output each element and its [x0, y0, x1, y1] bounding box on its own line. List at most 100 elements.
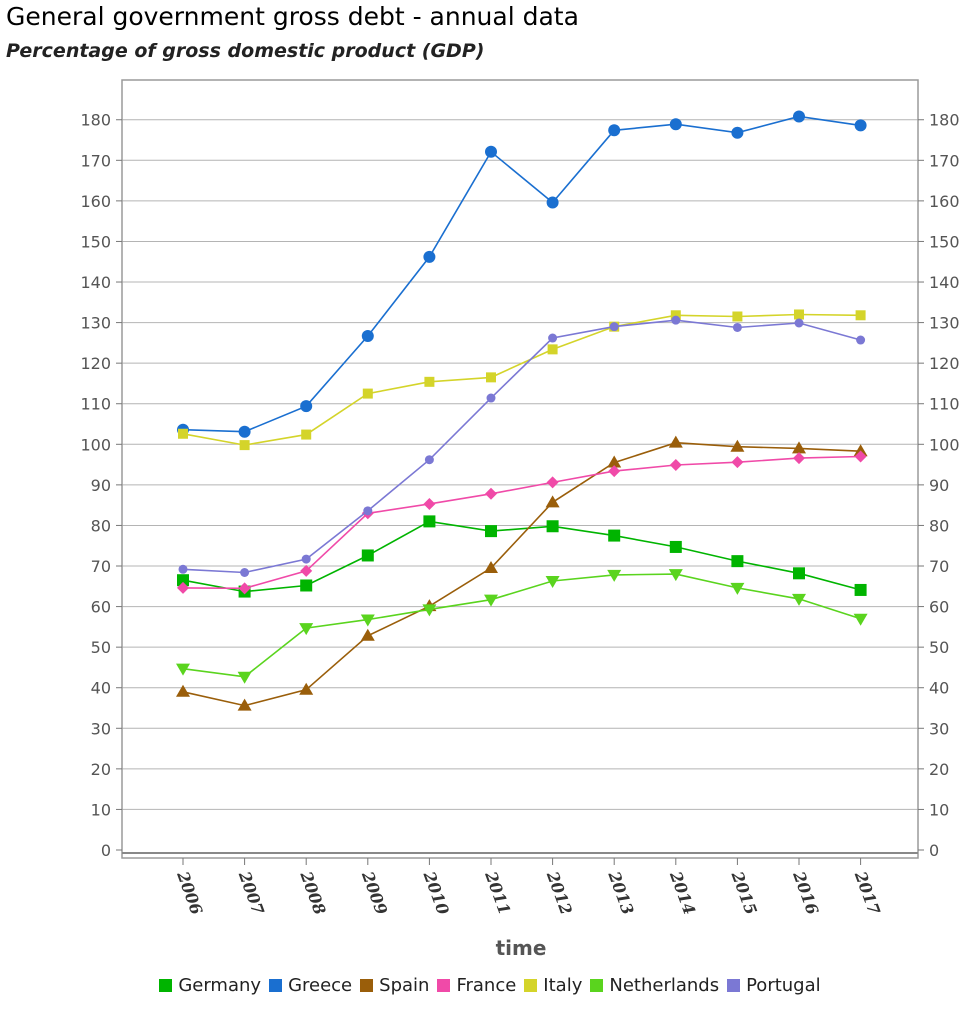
italy-point	[424, 376, 435, 387]
series-france	[177, 450, 867, 595]
x-tick-label: 2015	[727, 868, 760, 917]
netherlands-point	[484, 594, 498, 607]
y-tick-label-right: 90	[929, 476, 949, 495]
spain-point	[484, 561, 498, 574]
y-tick-label: 140	[80, 273, 111, 292]
spain-point	[792, 441, 806, 454]
y-tick-label-right: 20	[929, 760, 949, 779]
legend-label: Germany	[178, 975, 262, 996]
plot-frame	[121, 79, 919, 859]
portugal-point	[363, 506, 373, 516]
italy-point	[670, 310, 681, 321]
netherlands-point	[360, 614, 375, 627]
germany-point	[608, 529, 621, 542]
netherlands-point	[668, 569, 683, 582]
y-tick-label-right: 0	[929, 841, 939, 860]
y-tick-label-right: 80	[929, 516, 949, 535]
france-point	[669, 458, 682, 471]
spain-point	[668, 435, 683, 448]
legend-item-italy: Italy	[524, 975, 582, 996]
y-tick-label: 40	[91, 679, 111, 698]
greece-point	[608, 124, 621, 137]
y-tick-label-right: 170	[929, 151, 960, 170]
italy-point	[301, 429, 312, 440]
series-portugal	[178, 315, 866, 578]
series-spain	[176, 435, 868, 711]
series-line-spain	[182, 441, 861, 707]
greece-point	[793, 110, 805, 123]
series	[176, 110, 868, 711]
portugal-point	[424, 455, 434, 465]
y-tick-label: 30	[91, 719, 111, 738]
legend-label: Spain	[379, 975, 430, 996]
y-tick-label: 120	[80, 354, 111, 373]
series-line-portugal	[182, 319, 861, 574]
italy-point	[547, 344, 558, 355]
netherlands-point	[792, 593, 806, 606]
greece-point	[546, 196, 559, 209]
portugal-point	[548, 333, 558, 343]
portugal-point	[609, 322, 619, 332]
legend-label: Greece	[288, 975, 353, 996]
italy-point	[239, 440, 250, 451]
portugal-point	[486, 393, 496, 403]
series-netherlands	[176, 569, 868, 684]
y-tick-label-right: 110	[929, 395, 960, 414]
y-tick-label: 170	[80, 151, 111, 170]
y-tick-label-right: 30	[929, 719, 949, 738]
y-tick-label-right: 70	[929, 557, 949, 576]
legend-label: Italy	[543, 975, 583, 996]
greece-point	[238, 425, 251, 438]
legend-item-portugal: Portugal	[727, 975, 821, 996]
legend-item-germany: Germany	[159, 975, 261, 996]
series-line-greece	[182, 115, 861, 433]
legend-label: France	[456, 975, 517, 996]
y-tick-label: 60	[91, 598, 111, 617]
france-point	[177, 581, 189, 594]
y-tick-label-right: 130	[929, 314, 960, 333]
germany-point	[731, 555, 744, 568]
y-tick-label-right: 140	[929, 273, 960, 292]
netherlands-point	[853, 613, 868, 626]
greece-point	[361, 329, 374, 342]
legend-item-spain: Spain	[360, 975, 429, 996]
greece-point	[300, 400, 313, 413]
series-line-germany	[182, 520, 861, 593]
x-axis-label: time	[496, 936, 547, 960]
y-tick-label-right: 120	[929, 354, 960, 373]
portugal-point	[732, 322, 742, 332]
grid-lines	[122, 119, 918, 810]
legend-swatch	[269, 979, 283, 992]
legend-label: Portugal	[746, 975, 821, 996]
greece-point	[485, 145, 497, 158]
netherlands-point	[607, 569, 622, 582]
italy-point	[794, 309, 804, 320]
y-tick-label: 130	[80, 314, 111, 333]
france-point	[485, 487, 497, 500]
y-tick-label: 0	[101, 841, 111, 860]
france-point	[731, 456, 744, 469]
x-tick-label: 2006	[173, 868, 206, 917]
y-tick-label-right: 10	[929, 800, 949, 819]
spain-point	[607, 455, 622, 468]
y-tick-label-right: 60	[929, 598, 949, 617]
y-tick-label: 20	[91, 760, 111, 779]
germany-point	[177, 574, 189, 587]
series-line-france	[182, 455, 861, 590]
portugal-point	[794, 318, 804, 328]
netherlands-point	[299, 623, 314, 636]
legend-swatch	[437, 979, 451, 992]
italy-point	[178, 428, 188, 439]
y-tick-label: 160	[80, 192, 111, 211]
greece-point	[854, 119, 867, 132]
series-italy	[178, 309, 866, 451]
france-point	[854, 450, 867, 463]
portugal-point	[856, 335, 866, 345]
italy-point	[486, 372, 496, 383]
chart-subtitle: Percentage of gross domestic product (GD…	[6, 40, 485, 62]
spain-point	[299, 682, 314, 695]
y-tick-label-right: 50	[929, 638, 949, 657]
france-point	[793, 452, 805, 465]
chart-title: General government gross debt - annual d…	[6, 2, 579, 31]
germany-point	[361, 549, 374, 562]
